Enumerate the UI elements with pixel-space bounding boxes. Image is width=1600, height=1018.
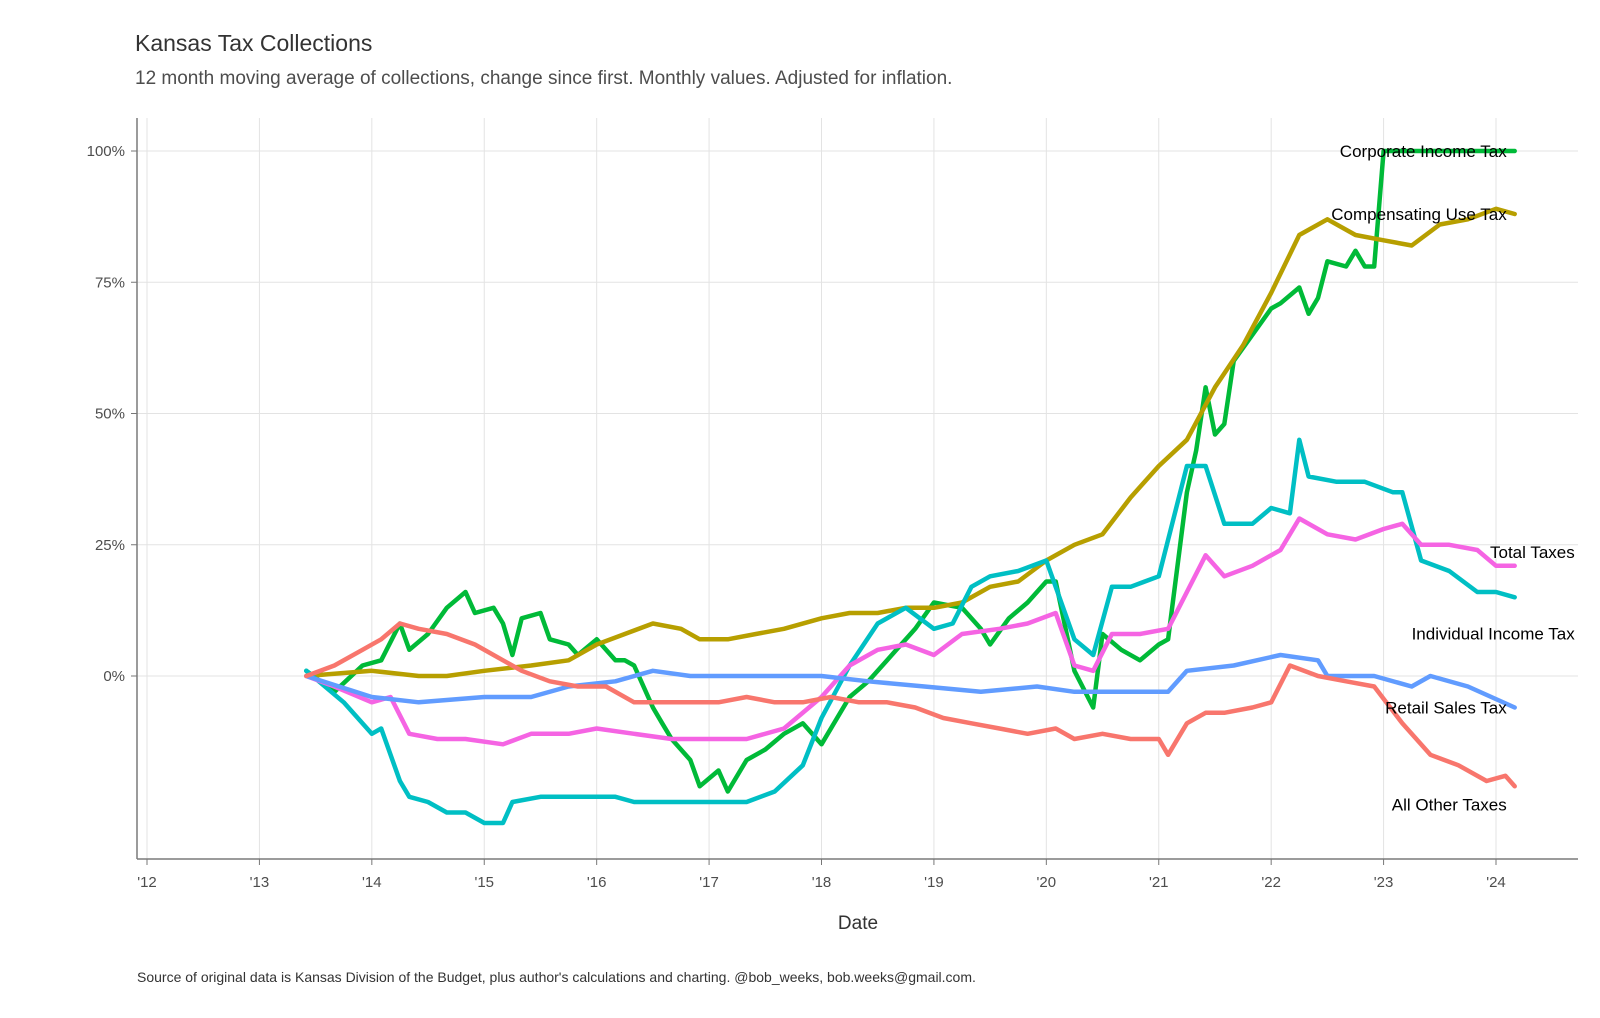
series-label-all-other-taxes: All Other Taxes (1392, 795, 1507, 814)
x-axis-title: Date (838, 913, 878, 934)
chart-caption: Source of original data is Kansas Divisi… (137, 969, 976, 985)
x-tick-label: '15 (474, 874, 494, 891)
x-axis-ticks: '12 '13 '14 '15 '16 '17 '18 '19 '20 '21 '22 '23 '24 (137, 859, 1506, 891)
y-tick-label: 25% (95, 537, 125, 554)
x-tick-label: '18 (812, 874, 832, 891)
x-tick-label: '14 (362, 874, 382, 891)
axes (136, 118, 1578, 860)
series-line-corporate-income-tax (304, 148, 1517, 794)
x-tick-label: '24 (1486, 874, 1506, 891)
x-tick-label: '20 (1037, 874, 1057, 891)
series-label-compensating-use-tax: Compensating Use Tax (1331, 205, 1507, 224)
y-tick-label: 75% (95, 274, 125, 291)
y-tick-label: 0% (103, 668, 125, 685)
x-tick-label: '21 (1149, 874, 1169, 891)
series-label-total-taxes: Total Taxes (1490, 543, 1575, 562)
x-tick-label: '12 (137, 874, 157, 891)
x-tick-label: '16 (587, 874, 607, 891)
series-line-compensating-use-tax (304, 206, 1517, 679)
chart-subtitle: 12 month moving average of collections, … (135, 68, 953, 89)
series-labels: Corporate Income Tax Compensating Use Tax… (1331, 142, 1575, 814)
series-label-retail-sales-tax: Retail Sales Tax (1385, 699, 1507, 718)
x-tick-label: '19 (924, 874, 944, 891)
grid (137, 118, 1578, 859)
series-lines (304, 148, 1517, 826)
x-tick-label: '13 (250, 874, 270, 891)
chart-title: Kansas Tax Collections (135, 30, 373, 56)
series-label-individual-income-tax: Individual Income Tax (1412, 624, 1576, 643)
x-tick-label: '22 (1261, 874, 1281, 891)
x-tick-label: '23 (1374, 874, 1394, 891)
series-label-corporate-income-tax: Corporate Income Tax (1340, 142, 1507, 161)
x-tick-label: '17 (699, 874, 719, 891)
series-line-all-other-taxes (304, 621, 1517, 789)
y-tick-label: 50% (95, 406, 125, 423)
series-line-retail-sales-tax (304, 652, 1517, 710)
series-line-individual-income-tax (304, 437, 1517, 826)
y-tick-label: 100% (87, 143, 125, 160)
series-line-total-taxes (304, 516, 1517, 747)
y-axis-ticks: 0% 25% 50% 75% 100% (87, 143, 137, 685)
